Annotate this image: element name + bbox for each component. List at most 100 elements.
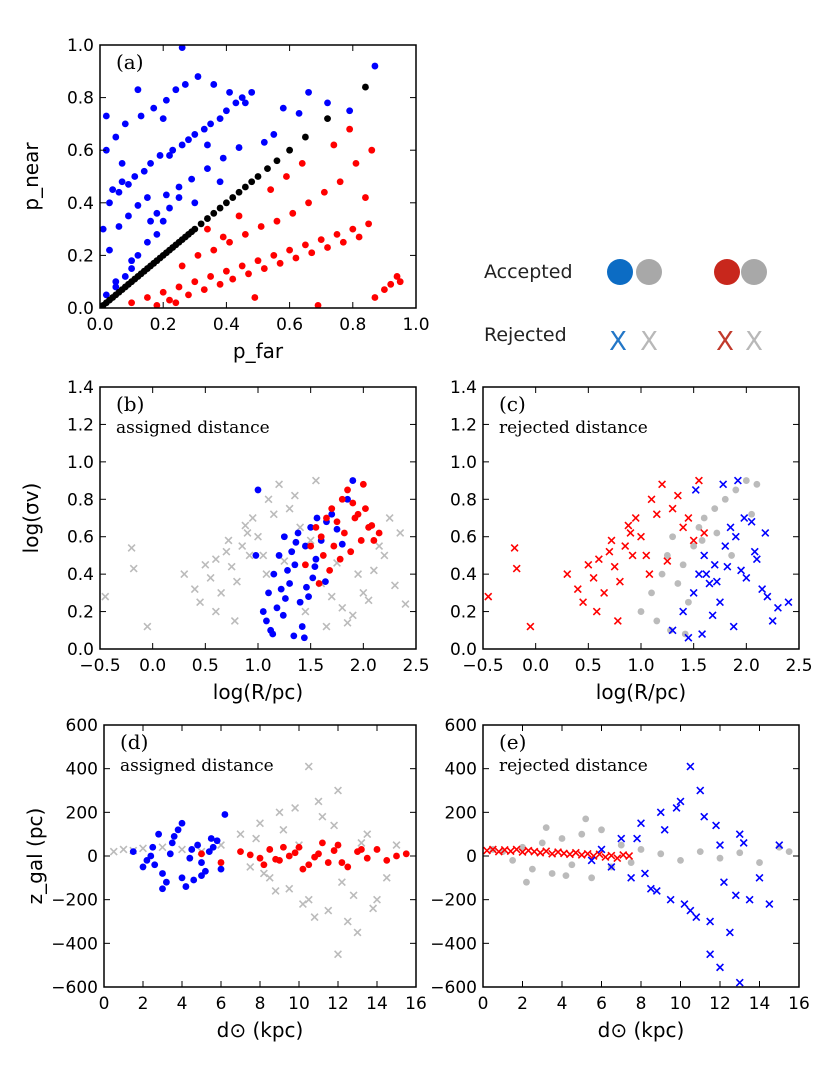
data-point xyxy=(198,859,205,866)
data-point xyxy=(652,886,661,895)
data-point xyxy=(509,856,517,864)
data-point xyxy=(691,485,700,494)
data-point xyxy=(318,812,327,821)
y-tick-label: −600 xyxy=(51,978,98,998)
panel-subtitle: assigned distance xyxy=(116,418,270,438)
data-point xyxy=(648,589,655,597)
data-point xyxy=(554,848,563,857)
data-point xyxy=(613,616,622,625)
x-tick-label: 12 xyxy=(709,994,731,1014)
data-point xyxy=(605,547,614,556)
data-point xyxy=(125,180,132,188)
data-point xyxy=(291,804,300,812)
data-point xyxy=(264,165,271,173)
data-point xyxy=(672,804,681,812)
data-point xyxy=(196,598,205,607)
data-point xyxy=(243,529,252,537)
data-point xyxy=(600,588,609,597)
data-point xyxy=(128,257,136,265)
panel-label: (e) xyxy=(499,730,526,754)
data-point xyxy=(159,288,167,296)
legend: Accepted Rejected X X X X xyxy=(484,259,767,357)
data-point xyxy=(260,138,268,146)
data-point xyxy=(382,873,391,882)
data-point xyxy=(216,178,224,186)
panel-d-marks xyxy=(109,762,410,959)
x-tick-label: 8 xyxy=(636,994,647,1014)
data-point xyxy=(735,830,744,839)
x-tick-label: 4 xyxy=(177,994,188,1014)
legend-rejected-far-marker: X xyxy=(716,327,734,357)
data-point xyxy=(712,577,721,586)
x-tick-label: 14 xyxy=(366,994,388,1014)
data-point xyxy=(112,283,120,291)
data-point xyxy=(628,551,637,560)
data-point xyxy=(617,834,626,843)
panel-label: (c) xyxy=(499,392,526,416)
data-point xyxy=(320,188,328,196)
data-point xyxy=(708,611,717,620)
y-tick-label: 600 xyxy=(66,716,98,736)
data-point xyxy=(728,552,735,559)
y-tick-label: 400 xyxy=(66,760,98,780)
data-point xyxy=(168,839,176,847)
data-point xyxy=(162,191,170,199)
data-point xyxy=(735,978,744,987)
data-point xyxy=(334,841,342,849)
data-point xyxy=(298,159,306,167)
data-point xyxy=(637,846,645,853)
data-point xyxy=(127,543,136,552)
x-tick-label: 0.6 xyxy=(276,315,303,335)
panel-a-marks xyxy=(100,45,404,308)
panel-e: 0 2 4 6 8 10 12 14 16 −600 −400 −200 0 200 400 600 (e)re… xyxy=(430,716,810,1042)
data-point xyxy=(483,846,491,855)
x-axis-label: d⊙ (kpc) xyxy=(598,1018,685,1042)
data-point xyxy=(568,861,576,869)
x-tick-label: 0 xyxy=(99,994,110,1014)
data-point xyxy=(106,199,113,207)
data-point xyxy=(385,514,394,522)
data-point xyxy=(307,542,315,550)
data-point xyxy=(270,131,278,138)
data-point xyxy=(710,560,719,569)
data-point xyxy=(364,596,373,605)
plot-frame xyxy=(99,44,417,309)
x-tick-label: −0.5 xyxy=(79,656,120,676)
data-point xyxy=(344,486,351,494)
data-point xyxy=(512,845,521,854)
data-point xyxy=(269,510,278,519)
data-point xyxy=(144,238,151,246)
x-tick-label: 0.5 xyxy=(192,656,219,676)
data-point xyxy=(633,834,642,843)
data-point xyxy=(269,630,277,638)
data-point xyxy=(248,514,257,522)
data-point xyxy=(698,537,706,544)
data-point xyxy=(598,826,605,834)
panel-subtitle: rejected distance xyxy=(499,418,648,438)
data-point xyxy=(207,273,215,280)
y-tick-label: 0.8 xyxy=(67,89,94,109)
data-point xyxy=(143,622,152,631)
data-point xyxy=(528,865,536,873)
data-point xyxy=(694,476,703,485)
data-point xyxy=(186,854,194,862)
data-point xyxy=(333,518,341,526)
data-point xyxy=(373,846,381,853)
data-point xyxy=(519,843,526,851)
data-point xyxy=(558,835,566,842)
data-point xyxy=(731,532,740,541)
data-point xyxy=(679,561,687,569)
data-point xyxy=(119,845,128,854)
x-tick-label: 0.4 xyxy=(213,315,240,335)
x-axis-label: log(R/pc) xyxy=(213,680,303,704)
data-point xyxy=(256,819,264,828)
data-point xyxy=(129,848,137,856)
data-point xyxy=(245,551,254,560)
data-point xyxy=(694,570,703,579)
data-point xyxy=(343,618,352,627)
data-point xyxy=(653,617,661,625)
data-point xyxy=(128,265,136,272)
y-tick-label: 200 xyxy=(66,803,98,823)
data-point xyxy=(637,532,645,541)
data-point xyxy=(288,548,296,556)
